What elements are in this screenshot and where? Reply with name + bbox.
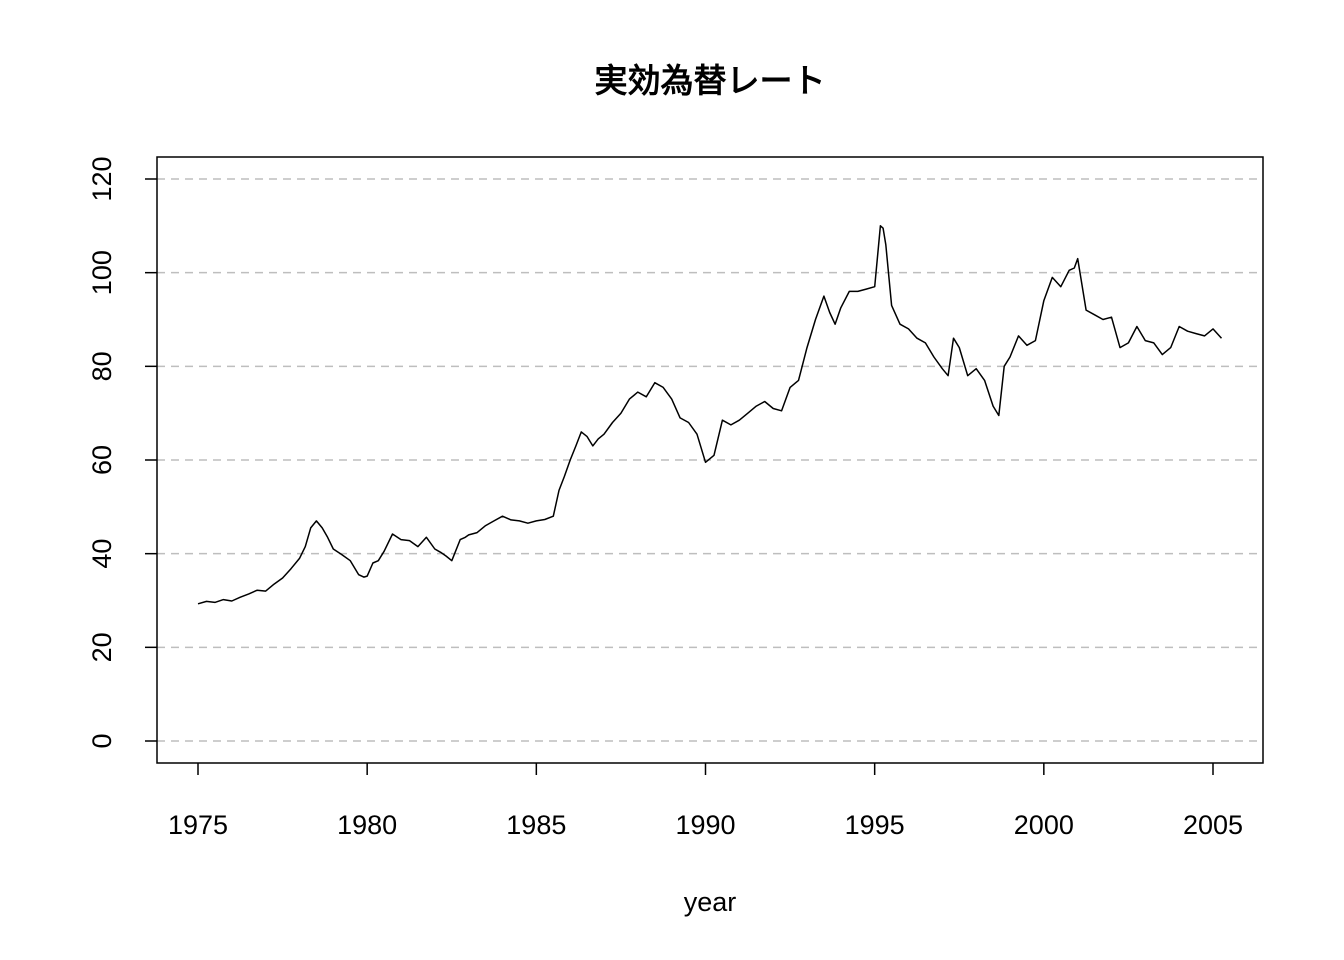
x-axis-label: year	[684, 887, 737, 917]
y-tick-label: 120	[87, 156, 117, 201]
y-tick-label: 80	[87, 351, 117, 381]
y-tick-label: 20	[87, 632, 117, 662]
y-axis: 0 20 40 60 80 100 120	[87, 156, 157, 748]
x-tick-label: 1980	[337, 810, 397, 840]
gridlines	[157, 179, 1263, 741]
x-tick-label: 2000	[1014, 810, 1074, 840]
x-tick-label: 1975	[168, 810, 228, 840]
y-tick-label: 60	[87, 445, 117, 475]
chart-title: 実効為替レート	[595, 61, 826, 100]
y-tick-label: 100	[87, 250, 117, 295]
series-line	[198, 226, 1222, 604]
x-tick-label: 2005	[1183, 810, 1243, 840]
x-axis: 1975 1980 1985 1990 1995 2000 2005	[168, 763, 1243, 840]
x-tick-label: 1995	[845, 810, 905, 840]
y-tick-label: 40	[87, 539, 117, 569]
series-group	[198, 226, 1222, 604]
x-tick-label: 1985	[506, 810, 566, 840]
x-tick-label: 1990	[675, 810, 735, 840]
y-tick-label: 0	[87, 733, 117, 748]
